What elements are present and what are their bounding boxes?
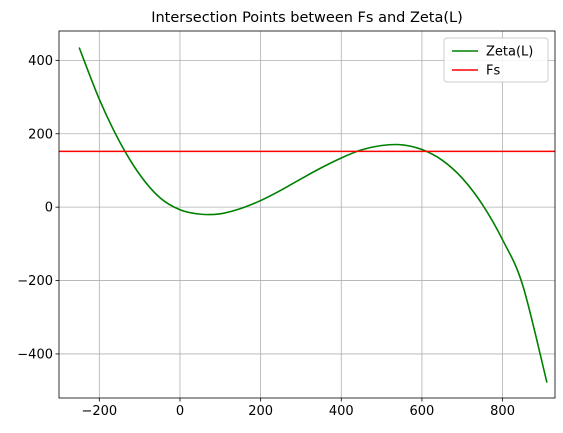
y-tick-label: 0 (45, 201, 53, 216)
y-tick-label: −200 (17, 274, 53, 289)
x-tick-label: 800 (490, 404, 515, 419)
chart-title: Intersection Points between Fs and Zeta(… (151, 10, 463, 26)
x-tick-label: 200 (248, 404, 273, 419)
legend-box (443, 37, 549, 83)
legend-label-zeta-l: Zeta(L) (486, 45, 533, 60)
grid (59, 31, 555, 398)
series-layer (59, 47, 555, 383)
x-tick-label: 0 (176, 404, 184, 419)
plot-frame (58, 30, 556, 399)
x-tick-label: 600 (410, 404, 435, 419)
series-line-zeta-l (78, 47, 548, 383)
y-tick-label: 400 (28, 54, 53, 69)
legend: Zeta(L) Fs (443, 37, 549, 83)
legend-label-fs: Fs (486, 64, 500, 79)
y-tick-label: −400 (17, 347, 53, 362)
x-tick-label: 400 (329, 404, 354, 419)
y-tick-label: 200 (28, 127, 53, 142)
x-tick-label: −200 (81, 404, 117, 419)
ticks: −200 0 200 400 600 800 −400 −200 0 200 400 (17, 54, 515, 419)
plot-background (59, 31, 555, 398)
